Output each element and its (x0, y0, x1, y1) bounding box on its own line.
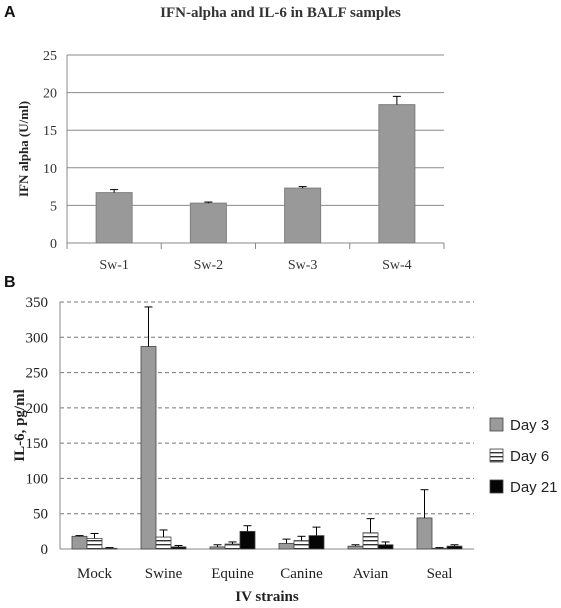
bar-seal-day6 (431, 547, 448, 550)
x-tick-a-3: Sw-4 (382, 258, 412, 273)
x-tick-b-4: Avian (353, 566, 389, 582)
bar-seal-day21 (446, 545, 463, 550)
y-tick-a-3: 15 (43, 124, 57, 139)
x-tick-a-0: Sw-1 (99, 258, 129, 273)
panel-a-label: A (4, 4, 16, 21)
bar-avian-day21 (377, 544, 394, 550)
y-tick-b-0: 0 (41, 542, 49, 558)
x-axis-title-b: IV strains (235, 589, 299, 605)
bar-sw-4 (378, 104, 416, 244)
bar-equine-day21 (239, 530, 256, 550)
bar-mock-day6 (86, 538, 103, 550)
x-tick-a-1: Sw-2 (194, 258, 224, 273)
legend-label-1: Day 6 (510, 448, 549, 465)
bar-swine-day3 (140, 346, 157, 550)
bar-swine-day6 (155, 536, 172, 550)
bar-avian-day3 (347, 545, 364, 550)
bar-avian-day6 (362, 532, 379, 550)
y-tick-b-1: 50 (33, 507, 48, 523)
x-tick-b-1: Swine (145, 566, 183, 582)
x-tick-b-2: Equine (211, 566, 254, 582)
bar-seal-day3 (416, 517, 433, 550)
legend-swatch-1 (489, 448, 504, 463)
y-tick-b-3: 150 (26, 436, 49, 452)
bar-swine-day21 (170, 546, 187, 550)
legend-swatch-0 (489, 417, 504, 432)
x-tick-b-0: Mock (77, 566, 112, 582)
y-tick-a-0: 0 (50, 237, 57, 252)
y-tick-a-2: 10 (43, 162, 57, 177)
x-tick-a-2: Sw-3 (288, 258, 318, 273)
y-tick-b-5: 250 (26, 366, 49, 382)
bar-mock-day3 (71, 535, 88, 550)
bar-mock-day21 (101, 547, 118, 550)
bar-canine-day3 (278, 542, 295, 550)
bar-canine-day21 (308, 535, 325, 550)
chart-a-title: IFN-alpha and IL-6 in BALF samples (160, 5, 401, 21)
chart-a: 0 5 10 15 20 25 Sw-1 Sw-2 Sw-3 Sw-4 IFN alpha (U/m… (16, 49, 445, 273)
bar-equine-day6 (224, 543, 241, 550)
y-tick-b-7: 350 (26, 295, 49, 311)
bar-sw-3 (284, 187, 322, 244)
panel-b-label: B (4, 274, 16, 291)
y-axis-title-a: IFN alpha (U/ml) (16, 101, 31, 197)
y-tick-a-1: 5 (50, 199, 57, 214)
x-tick-b-5: Seal (427, 566, 453, 582)
y-tick-b-6: 300 (26, 330, 49, 346)
bar-canine-day6 (293, 540, 310, 550)
y-tick-a-4: 20 (43, 87, 57, 102)
bar-equine-day3 (209, 546, 226, 550)
y-axis-title-b: IL-6, pg/ml (12, 389, 28, 462)
legend-label-2: Day 21 (510, 479, 558, 496)
legend-swatch-2 (489, 479, 504, 494)
x-tick-b-3: Canine (280, 566, 323, 582)
legend-label-0: Day 3 (510, 417, 549, 434)
y-tick-a-5: 25 (43, 49, 57, 64)
y-tick-b-2: 100 (26, 471, 49, 487)
y-tick-b-4: 200 (26, 401, 49, 417)
